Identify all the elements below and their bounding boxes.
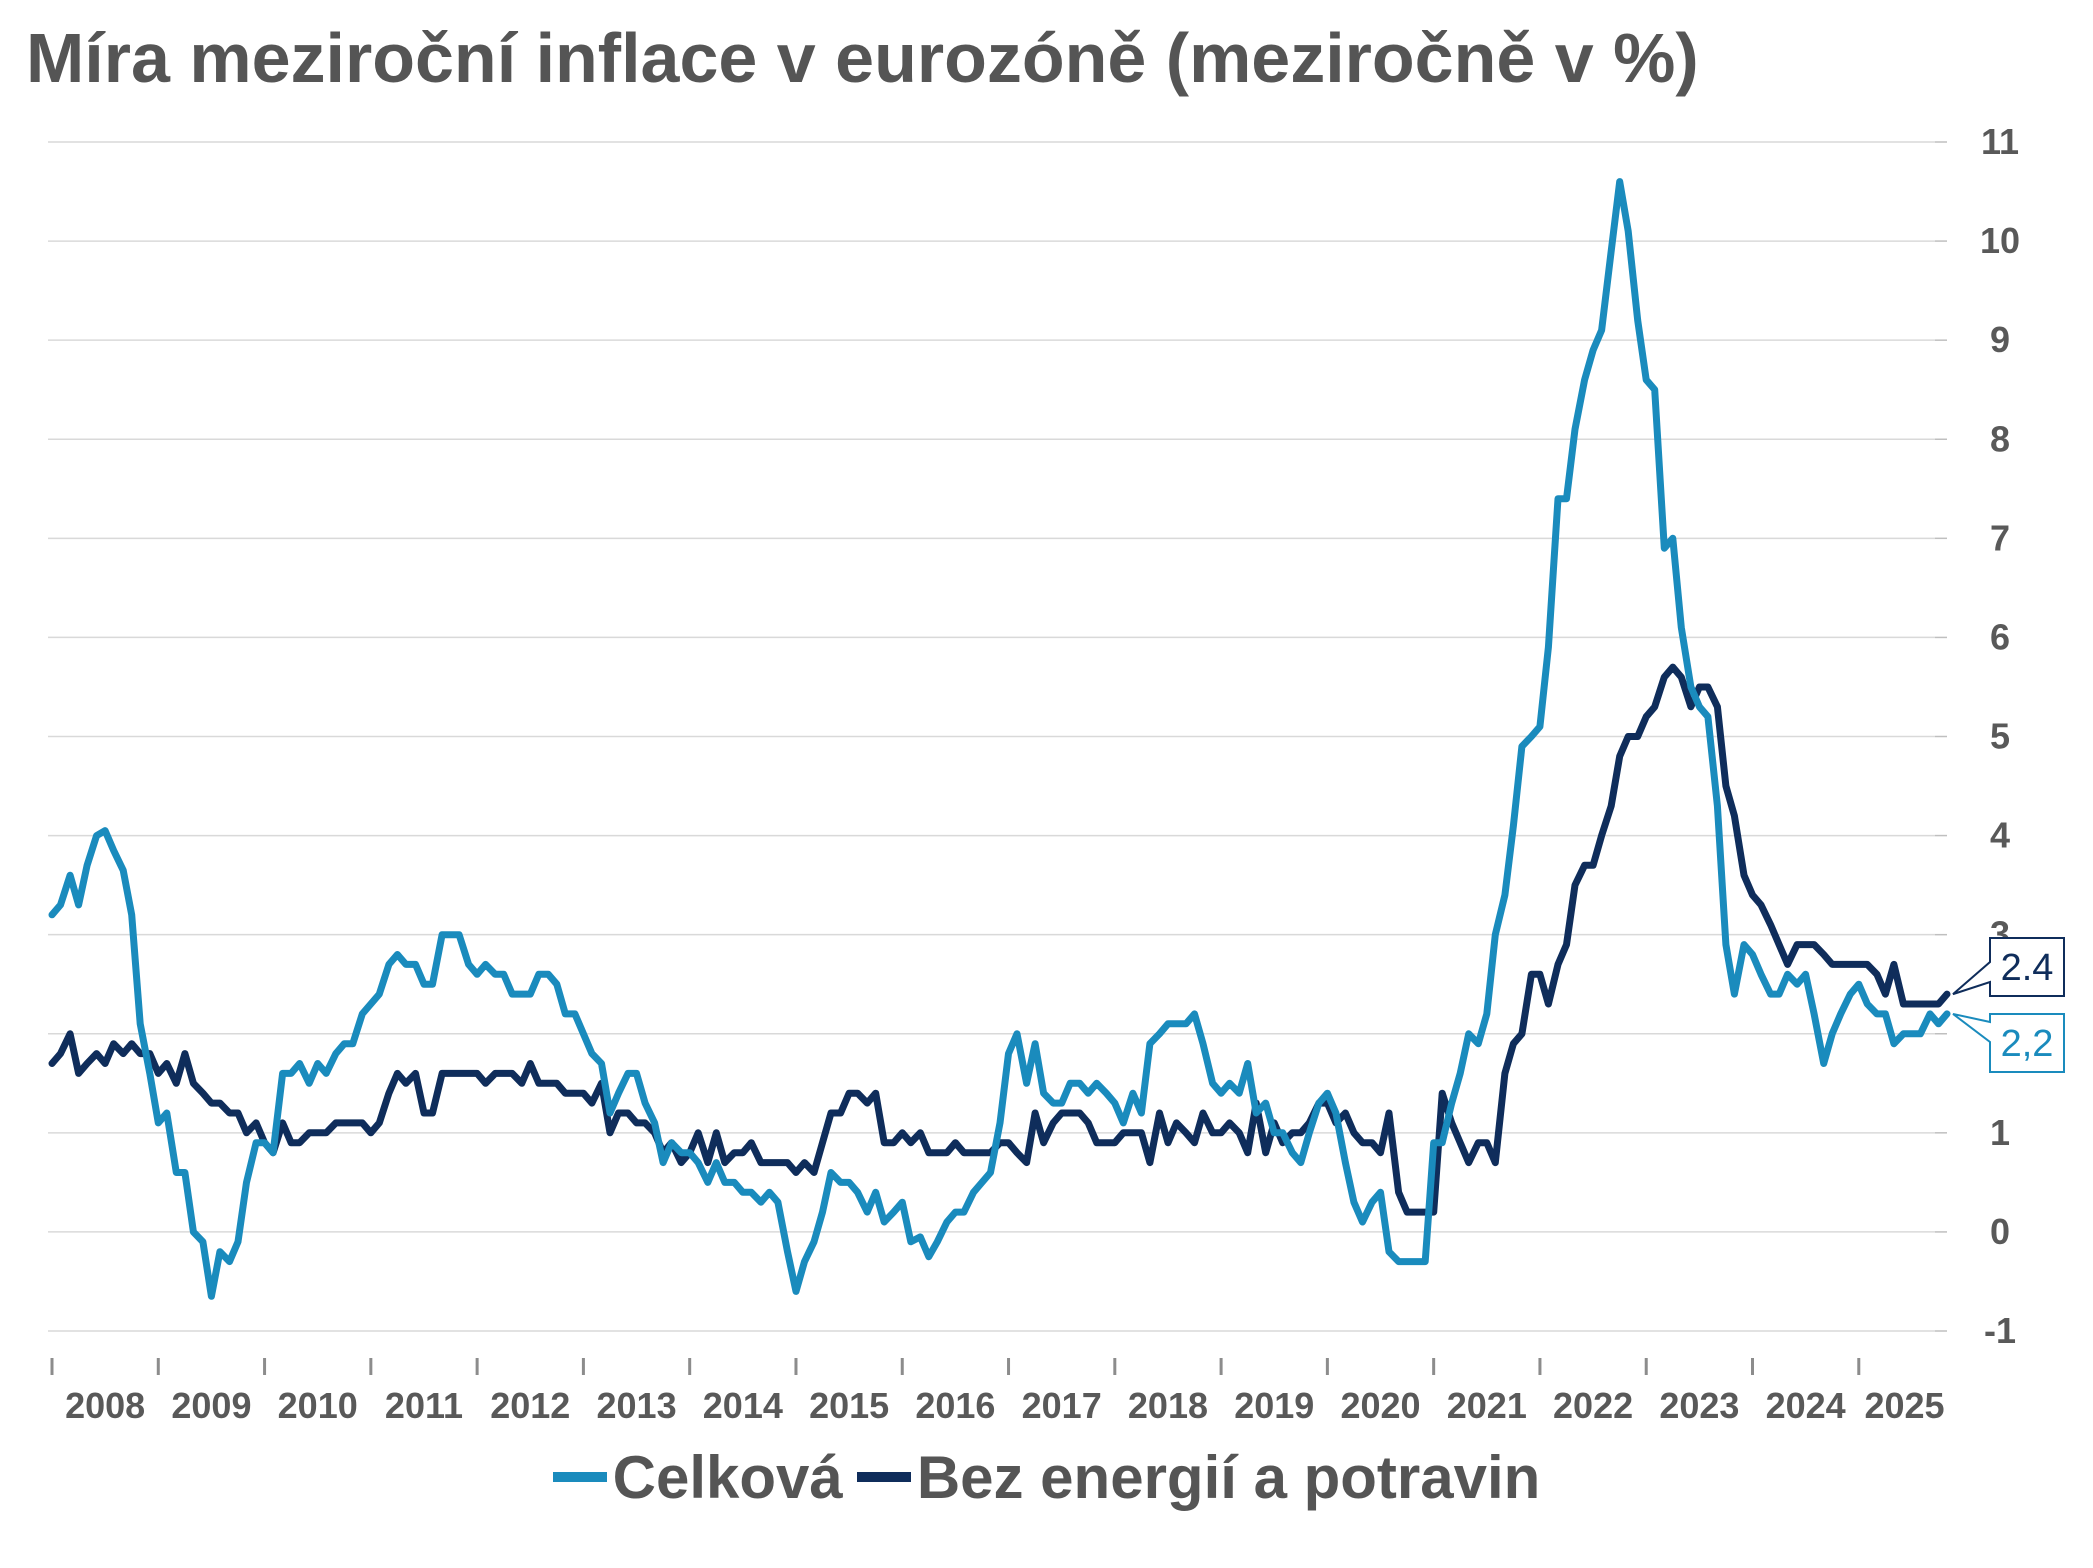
series-lines: [48, 178, 1951, 1300]
y-tick-label: 1: [1990, 1112, 2010, 1153]
y-tick-label: -1: [1984, 1310, 2016, 1351]
legend-item-core: Bez energií a potravin: [856, 1443, 1541, 1512]
legend-swatch-headline: [552, 1472, 607, 1482]
y-tick-label: 7: [1990, 517, 2010, 558]
legend-label-core: Bez energií a potravin: [916, 1443, 1541, 1511]
chart-title: Míra meziroční inflace v eurozóně (mezir…: [26, 19, 1699, 97]
x-tick-label: 2024: [1766, 1385, 1846, 1426]
x-tick-label: 2017: [1022, 1385, 1102, 1426]
x-tick-label: 2016: [915, 1385, 995, 1426]
x-tick-label: 2015: [809, 1385, 889, 1426]
legend-label-headline: Celková: [612, 1443, 843, 1511]
x-tick-label: 2010: [278, 1385, 358, 1426]
y-tick-label: 9: [1990, 319, 2010, 360]
x-tick-label: 2008: [65, 1385, 145, 1426]
legend-swatch-core: [856, 1472, 911, 1482]
x-tick-label: 2019: [1234, 1385, 1314, 1426]
x-tick-label: 2011: [385, 1385, 463, 1426]
y-tick-label: 10: [1980, 220, 2020, 261]
y-tick-label: 8: [1990, 418, 2010, 459]
end-value-callouts: 2.4 2,2: [1952, 937, 2065, 1073]
legend: Celková Bez energií a potravin: [0, 1432, 2093, 1522]
x-tick-label: 2025: [1864, 1385, 1944, 1426]
x-tick-label: 2014: [703, 1385, 783, 1426]
legend-item-headline: Celková: [552, 1443, 843, 1512]
x-tick-label: 2020: [1340, 1385, 1420, 1426]
end-value-label: 2.4: [2001, 947, 2054, 989]
series-line-core: [48, 663, 1951, 1216]
x-tick-label: 2021: [1447, 1385, 1527, 1426]
end-callout-box: [1952, 937, 2065, 997]
y-axis: -101234567891011: [1935, 121, 2020, 1351]
y-tick-label: 6: [1990, 616, 2010, 657]
end-value-label: 2,2: [2001, 1023, 2054, 1065]
y-tick-label: 5: [1990, 716, 2010, 757]
x-tick-label: 2023: [1659, 1385, 1739, 1426]
x-tick-label: 2022: [1553, 1385, 1633, 1426]
x-tick-label: 2013: [597, 1385, 677, 1426]
x-tick-label: 2018: [1128, 1385, 1208, 1426]
y-tick-label: 4: [1990, 815, 2010, 856]
y-tick-label: 0: [1990, 1211, 2010, 1252]
y-tick-label: 11: [1981, 121, 2019, 162]
x-axis: 2008 2009 2010 2011 2012 2013 2014 2015 2016 2017…: [50, 1358, 1945, 1426]
x-tick-label: 2012: [490, 1385, 570, 1426]
end-callout-box: [1952, 1012, 2065, 1073]
x-tick-label: 2009: [171, 1385, 251, 1426]
series-line-headline: [48, 178, 1951, 1300]
gridlines: [48, 141, 1935, 1332]
